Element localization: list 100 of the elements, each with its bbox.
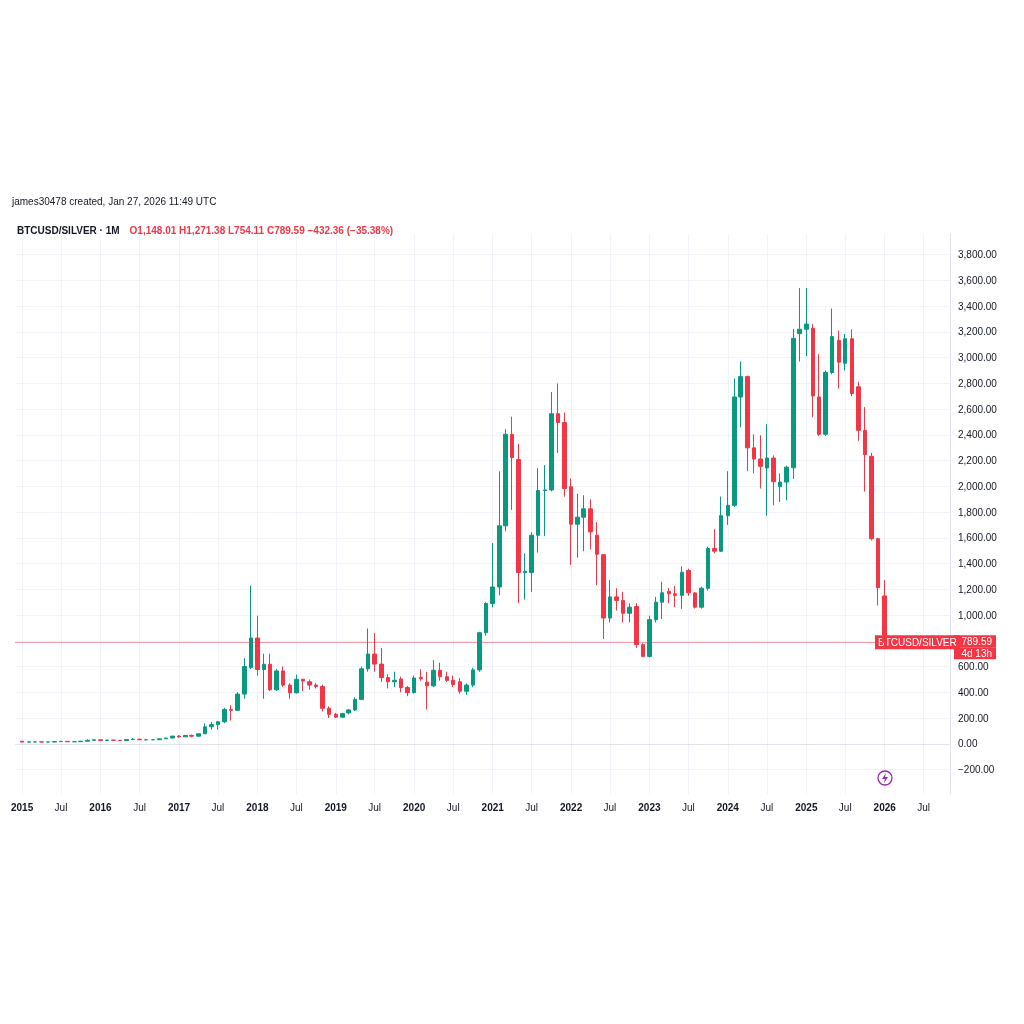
candlestick xyxy=(105,739,109,742)
x-tick-label: Jul xyxy=(917,801,930,813)
x-tick-label: 2016 xyxy=(89,801,113,813)
candlestick xyxy=(830,308,834,375)
candlestick xyxy=(758,434,763,490)
y-tick-label: 2,200.00 xyxy=(958,455,998,467)
candlestick xyxy=(392,671,397,688)
candlestick xyxy=(445,671,449,683)
candlestick xyxy=(262,653,266,700)
candlestick xyxy=(745,375,750,472)
candlestick xyxy=(366,628,370,673)
candlestick xyxy=(438,662,442,682)
y-tick-label: 1,800.00 xyxy=(958,506,998,518)
candlestick xyxy=(164,737,168,740)
candlestick xyxy=(484,601,488,637)
x-tick-label: 2026 xyxy=(873,801,897,813)
candlestick xyxy=(588,498,593,551)
candlestick xyxy=(536,467,540,554)
candlestick xyxy=(59,740,63,743)
x-tick-label: Jul xyxy=(54,801,68,813)
candlestick xyxy=(784,465,789,501)
candlestick xyxy=(765,423,769,517)
y-tick-label: 0.00 xyxy=(958,738,978,750)
candlestick xyxy=(562,411,567,498)
candlestick xyxy=(510,416,514,511)
x-tick-label: 2015 xyxy=(11,801,34,813)
candlestick xyxy=(660,581,664,620)
x-tick-label: Jul xyxy=(289,801,303,813)
candlestick xyxy=(170,735,175,739)
candlestick xyxy=(804,287,809,357)
y-tick-label: 3,200.00 xyxy=(958,326,998,338)
candlestick xyxy=(621,591,625,623)
x-tick-label: Jul xyxy=(133,801,146,813)
candlestick xyxy=(412,675,416,695)
candlestick xyxy=(752,433,756,474)
x-tick-label: 2017 xyxy=(167,801,191,813)
candlestick xyxy=(673,585,677,608)
candlestick xyxy=(235,691,240,712)
y-tick-label: 3,600.00 xyxy=(958,274,998,286)
candlestick xyxy=(288,682,292,700)
y-tick-label: 2,800.00 xyxy=(958,377,998,389)
candlestick xyxy=(464,682,469,696)
candlestick xyxy=(869,452,874,541)
candlestick xyxy=(608,579,612,623)
candlestick xyxy=(419,668,423,682)
candlestick xyxy=(203,722,207,735)
candlestick xyxy=(627,602,632,623)
candlestick xyxy=(85,738,90,742)
candlestick xyxy=(353,696,357,712)
x-tick-label: 2019 xyxy=(324,801,348,813)
candlestick xyxy=(92,739,96,742)
y-tick-label: 2,000.00 xyxy=(958,480,998,492)
candlestick xyxy=(405,685,410,697)
candlestick xyxy=(177,734,181,739)
y-tick-label: −200.00 xyxy=(958,764,995,776)
candlestick xyxy=(667,587,671,604)
candlestick xyxy=(209,721,214,731)
candlestick xyxy=(294,674,299,695)
candlestick xyxy=(876,537,880,607)
candlestick xyxy=(516,443,521,604)
candlestick xyxy=(157,738,162,741)
candlestick xyxy=(359,666,364,701)
candlestick xyxy=(680,566,684,610)
candlestick xyxy=(778,472,782,503)
x-tick-label: 2020 xyxy=(403,801,426,813)
candlestick xyxy=(549,391,554,492)
x-tick-label: Jul xyxy=(760,801,774,813)
candlestick xyxy=(301,678,305,692)
text: 789.59 xyxy=(961,635,993,647)
candlestick xyxy=(471,667,475,688)
y-tick-label: 3,000.00 xyxy=(958,352,998,364)
x-tick-label: Jul xyxy=(838,801,852,813)
candlestick xyxy=(189,734,194,738)
y-tick-label: 1,600.00 xyxy=(958,532,998,544)
y-tick-label: 3,400.00 xyxy=(958,300,998,312)
candlestick xyxy=(451,675,455,688)
y-tick-label: 400.00 xyxy=(958,686,990,698)
candlestick xyxy=(477,631,482,673)
candlestick xyxy=(771,454,776,506)
candlestick xyxy=(647,615,652,659)
x-tick-label: 2018 xyxy=(246,801,269,813)
candlestick xyxy=(268,653,272,692)
candlestick xyxy=(20,740,24,743)
candlestick xyxy=(379,647,384,683)
y-tick-label: 1,400.00 xyxy=(958,558,998,570)
x-tick-label: 2021 xyxy=(481,801,505,813)
x-tick-label: 2023 xyxy=(638,801,661,813)
candlestick xyxy=(320,684,325,713)
x-tick-label: Jul xyxy=(681,801,695,813)
candlestick xyxy=(327,705,331,719)
y-tick-label: 2,600.00 xyxy=(958,403,998,415)
candlestick xyxy=(249,584,253,670)
text: james30478 created, Jan 27, 2026 11:49 UTC xyxy=(11,195,217,207)
candlestick xyxy=(686,568,691,597)
x-tick-label: Jul xyxy=(211,801,225,813)
candlestick xyxy=(118,739,122,742)
candlestick xyxy=(242,657,247,700)
candlestick xyxy=(98,739,103,742)
candlestick xyxy=(216,720,220,731)
x-tick-label: Jul xyxy=(446,801,460,813)
